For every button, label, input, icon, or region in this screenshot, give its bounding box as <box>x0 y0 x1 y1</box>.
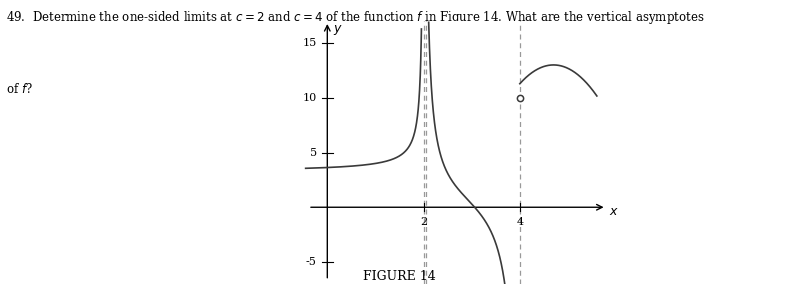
Text: 49.  Determine the one-sided limits at $c = 2$ and $c = 4$ of the function $f$ i: 49. Determine the one-sided limits at $c… <box>6 9 705 26</box>
Text: -5: -5 <box>306 257 317 267</box>
Text: $x$: $x$ <box>609 205 618 218</box>
Text: of $f$?: of $f$? <box>6 82 34 95</box>
Text: 15: 15 <box>302 38 317 48</box>
Text: 10: 10 <box>302 93 317 103</box>
Text: FIGURE 14: FIGURE 14 <box>363 270 436 283</box>
Text: 2: 2 <box>420 217 427 227</box>
Text: $y$: $y$ <box>333 23 343 37</box>
Text: 4: 4 <box>516 217 523 227</box>
Text: 5: 5 <box>310 147 317 158</box>
